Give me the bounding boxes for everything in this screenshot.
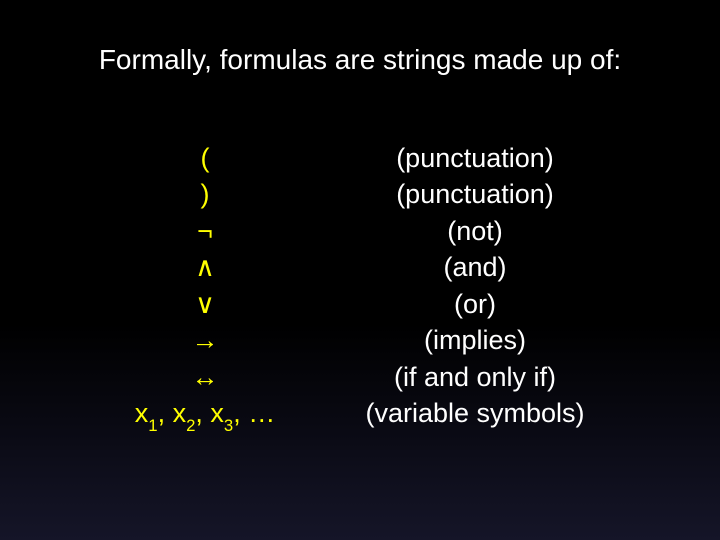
desc-cell: (punctuation) <box>320 176 630 212</box>
table-row: ∧ (and) <box>90 249 630 285</box>
slide-title: Formally, formulas are strings made up o… <box>0 44 720 76</box>
desc-cell: (not) <box>320 213 630 249</box>
symbol-cell: → <box>90 322 320 358</box>
symbol-cell: ∨ <box>90 286 320 322</box>
table-row: x1, x2, x3, … (variable symbols) <box>90 395 630 435</box>
table-row: ¬ (not) <box>90 213 630 249</box>
desc-cell: (if and only if) <box>320 359 630 395</box>
table-row: ↔ (if and only if) <box>90 359 630 395</box>
symbol-cell: ∧ <box>90 249 320 285</box>
var-x2: x2 <box>173 398 196 428</box>
var-sep: , <box>195 398 210 428</box>
var-trailing: , … <box>233 398 275 428</box>
table-row: ) (punctuation) <box>90 176 630 212</box>
symbol-cell: ( <box>90 140 320 176</box>
table-row: ( (punctuation) <box>90 140 630 176</box>
desc-cell: (or) <box>320 286 630 322</box>
var-x1: x1 <box>135 398 158 428</box>
desc-cell: (variable symbols) <box>320 395 630 431</box>
symbol-table: ( (punctuation) ) (punctuation) ¬ (not) … <box>90 140 630 435</box>
var-sep: , <box>158 398 173 428</box>
slide: Formally, formulas are strings made up o… <box>0 0 720 540</box>
symbol-cell-variables: x1, x2, x3, … <box>90 395 320 435</box>
desc-cell: (and) <box>320 249 630 285</box>
symbol-cell: ) <box>90 176 320 212</box>
symbol-cell: ¬ <box>90 213 320 249</box>
var-x3: x3 <box>210 398 233 428</box>
desc-cell: (punctuation) <box>320 140 630 176</box>
symbol-cell: ↔ <box>90 359 320 395</box>
table-row: ∨ (or) <box>90 286 630 322</box>
desc-cell: (implies) <box>320 322 630 358</box>
table-row: → (implies) <box>90 322 630 358</box>
